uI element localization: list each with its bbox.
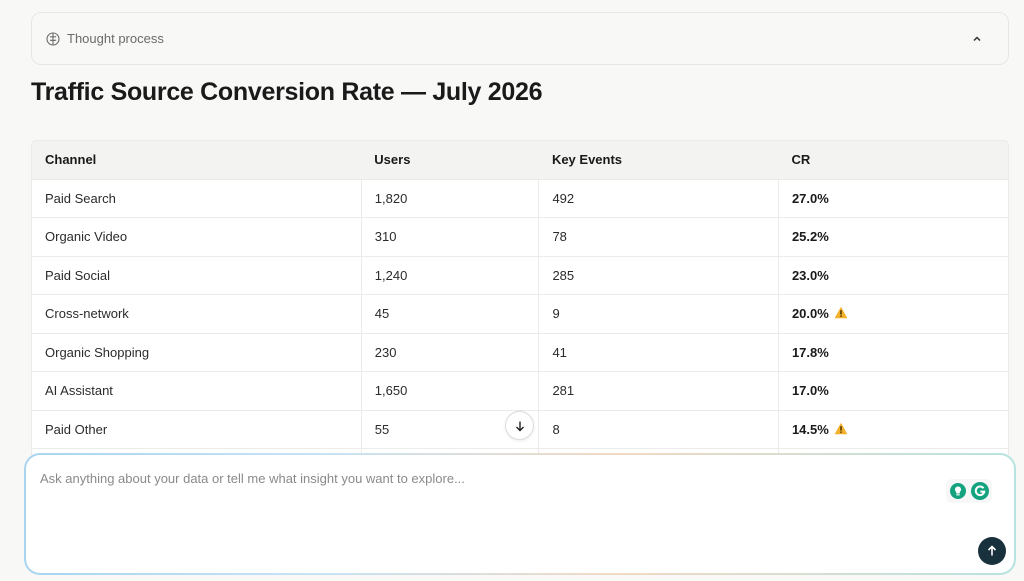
cell-cr: 17.8% bbox=[778, 333, 1008, 372]
lightbulb-icon[interactable] bbox=[948, 481, 968, 501]
cell-cr: 23.0% bbox=[778, 256, 1008, 295]
cell-key-events: 41 bbox=[538, 333, 779, 372]
cr-value: 23.0% bbox=[791, 267, 829, 283]
cell-cr: 17.0% bbox=[778, 372, 1008, 411]
extension-icons bbox=[946, 479, 992, 503]
cell-key-events: 281 bbox=[538, 371, 779, 410]
cell-key-events: 8 bbox=[538, 410, 779, 449]
cell-key-events: 9 bbox=[538, 294, 779, 333]
cell-users: 1,820 bbox=[361, 179, 540, 218]
cr-value: 17.8% bbox=[791, 344, 829, 360]
arrow-down-icon bbox=[514, 420, 526, 432]
cell-cr: 27.0% bbox=[778, 179, 1008, 218]
cell-users: 310 bbox=[361, 217, 540, 256]
chevron-up-icon[interactable] bbox=[970, 32, 984, 46]
column-header-channel: Channel bbox=[45, 152, 97, 168]
send-button[interactable] bbox=[978, 537, 1006, 565]
cell-channel: Paid Search bbox=[32, 179, 362, 218]
cell-key-events: 492 bbox=[538, 179, 779, 218]
cr-value: 14.5% bbox=[791, 421, 829, 437]
cell-channel: Paid Other bbox=[32, 410, 362, 449]
cr-value: 20.0% bbox=[791, 306, 829, 322]
cell-users: 1,650 bbox=[361, 371, 540, 410]
cell-cr: 25.2% bbox=[778, 218, 1008, 257]
cell-channel: Cross-network bbox=[32, 294, 362, 333]
cell-channel: Organic Video bbox=[32, 217, 362, 256]
table-row: Cross-network 45 9 20.0% bbox=[32, 294, 1008, 334]
table-row: Paid Search 1,820 492 27.0% bbox=[32, 179, 1008, 218]
column-header-key-events: Key Events bbox=[551, 152, 623, 168]
page-title: Traffic Source Conversion Rate — July 20… bbox=[31, 78, 543, 106]
warning-icon bbox=[834, 422, 848, 435]
chat-input[interactable] bbox=[40, 467, 920, 489]
cell-channel: Paid Social bbox=[32, 256, 362, 295]
table-row: AI Assistant 1,650 281 17.0% bbox=[32, 371, 1008, 411]
cell-users: 230 bbox=[361, 333, 540, 372]
cell-cr: 20.0% bbox=[778, 295, 1008, 334]
cr-value: 25.2% bbox=[791, 229, 829, 245]
cell-channel: Organic Shopping bbox=[32, 333, 362, 372]
brain-icon bbox=[46, 31, 60, 46]
thought-process-label: Thought process bbox=[67, 31, 164, 46]
composer bbox=[26, 455, 1014, 573]
cell-cr: 14.5% bbox=[778, 410, 1008, 449]
table-row: Organic Video 310 78 25.2% bbox=[32, 217, 1008, 257]
cell-users: 1,240 bbox=[361, 256, 540, 295]
cr-value: 17.0% bbox=[791, 383, 829, 399]
grammarly-icon[interactable] bbox=[970, 481, 990, 501]
cell-channel: AI Assistant bbox=[32, 371, 362, 410]
table-header-row: Channel Users Key Events CR bbox=[32, 141, 1008, 179]
cell-users: 45 bbox=[361, 294, 540, 333]
table-row: Paid Social 1,240 285 23.0% bbox=[32, 256, 1008, 295]
column-header-users: Users bbox=[374, 152, 411, 168]
table-row: Paid Other 55 8 14.5% bbox=[32, 410, 1008, 449]
warning-icon bbox=[834, 306, 848, 319]
composer-frame bbox=[24, 453, 1016, 575]
thought-process-toggle[interactable]: Thought process bbox=[31, 12, 1009, 65]
column-header-cr: CR bbox=[791, 152, 811, 168]
scroll-down-button[interactable] bbox=[505, 411, 534, 440]
cell-key-events: 78 bbox=[538, 217, 779, 256]
cr-value: 27.0% bbox=[791, 190, 829, 206]
arrow-up-icon bbox=[986, 545, 998, 557]
table-row: Organic Shopping 230 41 17.8% bbox=[32, 333, 1008, 372]
cell-key-events: 285 bbox=[538, 256, 779, 295]
